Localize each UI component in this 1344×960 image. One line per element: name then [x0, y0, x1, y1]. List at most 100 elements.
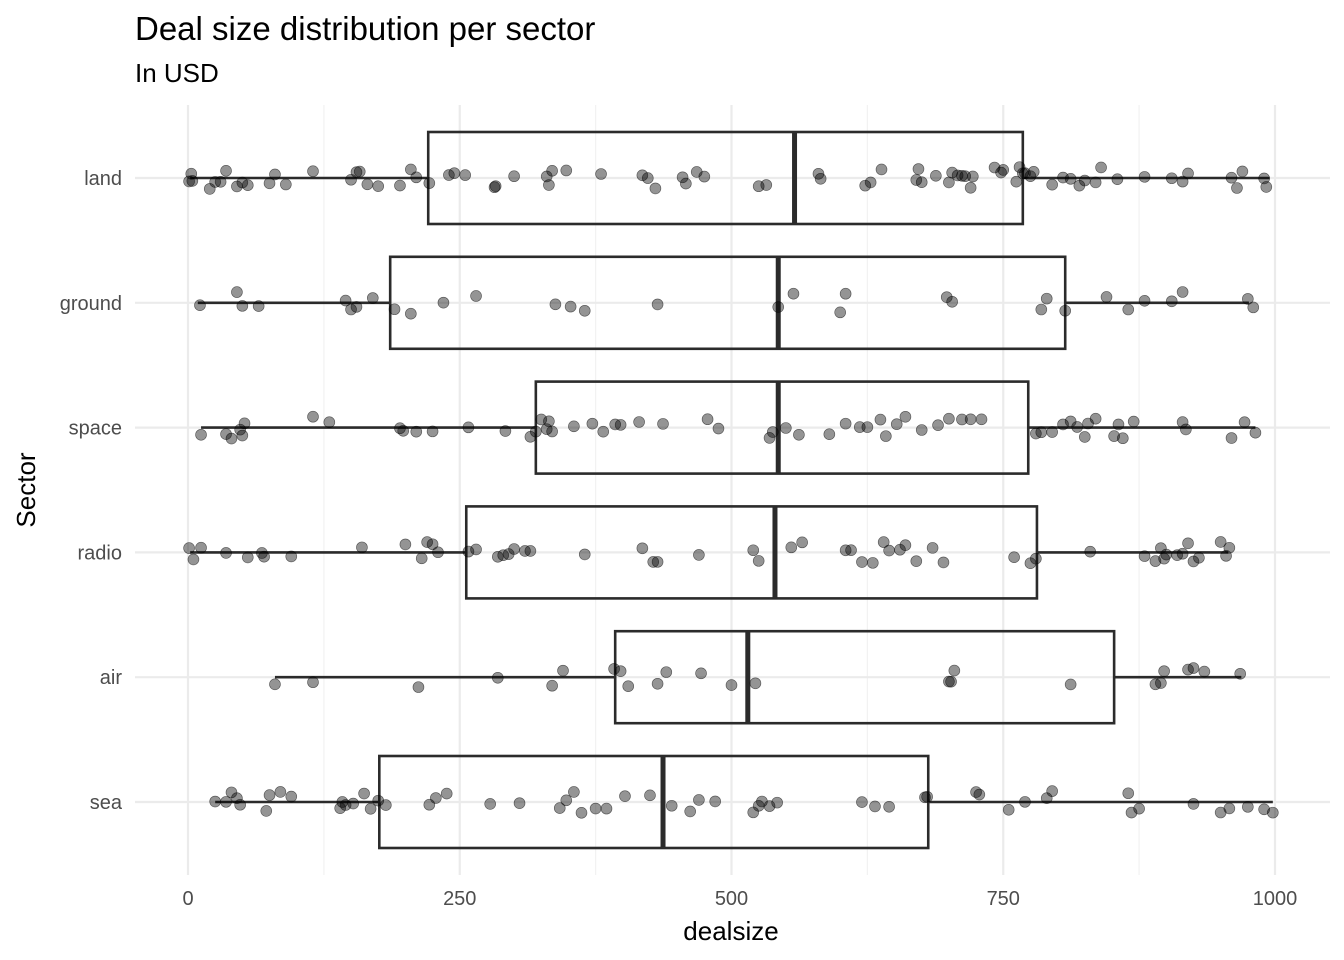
- data-point: [763, 432, 776, 444]
- data-point: [1002, 803, 1015, 816]
- data-point: [945, 675, 957, 688]
- data-point: [680, 177, 692, 190]
- data-point: [864, 176, 877, 189]
- data-point: [1078, 174, 1091, 187]
- data-point: [1035, 426, 1048, 439]
- data-point: [1095, 161, 1107, 174]
- data-point: [366, 292, 379, 304]
- data-point: [1138, 171, 1151, 183]
- data-point: [1180, 423, 1192, 436]
- data-point: [1223, 541, 1236, 554]
- data-point: [1176, 416, 1189, 428]
- data-point: [1176, 286, 1189, 298]
- data-point: [760, 179, 773, 191]
- data-point: [513, 797, 526, 809]
- data-point: [752, 180, 765, 193]
- data-point: [491, 671, 504, 684]
- data-point: [484, 798, 496, 810]
- data-point: [1030, 552, 1042, 565]
- data-point: [1223, 802, 1236, 815]
- data-point: [856, 556, 868, 568]
- data-point: [323, 416, 336, 428]
- data-point: [814, 172, 827, 185]
- plot-panel: 0 250 500 750 1000 land ground space radio air sea: [60, 105, 1330, 910]
- data-point: [426, 425, 439, 438]
- data-point: [642, 172, 654, 184]
- data-point: [394, 179, 406, 192]
- data-point: [651, 298, 664, 311]
- data-point: [695, 667, 707, 680]
- data-point: [1046, 178, 1058, 191]
- data-point: [1019, 167, 1031, 179]
- data-point: [856, 796, 868, 808]
- data-point: [1238, 416, 1251, 428]
- data-point: [508, 170, 520, 183]
- data-point: [1008, 551, 1020, 563]
- data-point: [845, 544, 857, 556]
- data-point: [1225, 432, 1238, 444]
- data-point: [877, 536, 890, 548]
- data-point: [956, 413, 968, 426]
- data-point: [1182, 537, 1194, 550]
- data-point: [356, 541, 368, 554]
- y-tick-label: sea: [90, 792, 123, 814]
- data-point: [926, 542, 939, 554]
- box-space: [534, 380, 1030, 475]
- y-tick-label: space: [69, 418, 122, 440]
- data-point: [915, 424, 928, 436]
- data-point: [1214, 536, 1227, 548]
- data-point: [1089, 176, 1102, 189]
- data-point: [415, 552, 428, 565]
- data-point: [676, 171, 689, 184]
- data-point: [1057, 171, 1069, 184]
- data-point: [560, 794, 573, 807]
- y-axis-title: Sector: [11, 452, 41, 527]
- data-point: [883, 544, 895, 557]
- y-tick-label: land: [84, 168, 122, 190]
- data-point: [1100, 291, 1113, 303]
- data-point: [462, 545, 475, 558]
- data-point: [647, 556, 660, 568]
- data-point: [214, 176, 227, 188]
- data-point: [459, 169, 471, 181]
- data-point: [236, 300, 249, 312]
- data-point: [1089, 412, 1102, 425]
- data-point: [1084, 545, 1097, 558]
- data-point: [651, 677, 664, 690]
- data-point: [231, 792, 243, 804]
- data-point: [405, 163, 417, 176]
- data-point: [462, 421, 475, 434]
- data-point: [1231, 182, 1243, 194]
- data-point: [575, 807, 588, 819]
- data-point: [946, 295, 958, 308]
- data-point: [234, 423, 246, 436]
- data-point: [1260, 181, 1273, 193]
- data-point: [546, 425, 558, 438]
- data-point: [183, 175, 195, 188]
- data-point: [372, 180, 385, 192]
- data-point: [1019, 796, 1031, 808]
- data-point: [780, 422, 792, 434]
- data-point: [220, 164, 232, 177]
- data-point: [636, 542, 649, 555]
- data-point: [1057, 418, 1069, 431]
- data-point: [861, 421, 874, 433]
- data-point: [597, 425, 610, 438]
- data-point: [921, 790, 933, 803]
- data-point: [225, 432, 238, 445]
- data-point: [1187, 798, 1200, 810]
- data-point: [709, 795, 721, 808]
- data-point: [1112, 418, 1125, 431]
- data-point: [657, 418, 669, 430]
- y-tick-label: radio: [78, 542, 122, 564]
- data-point: [350, 166, 363, 178]
- y-tick-label: ground: [60, 293, 122, 315]
- data-point: [350, 301, 363, 313]
- data-point: [973, 788, 986, 801]
- data-point: [1160, 548, 1173, 561]
- data-point: [553, 802, 566, 814]
- data-point: [347, 797, 360, 810]
- data-point: [883, 800, 895, 813]
- data-point: [353, 165, 366, 178]
- data-point: [543, 415, 555, 428]
